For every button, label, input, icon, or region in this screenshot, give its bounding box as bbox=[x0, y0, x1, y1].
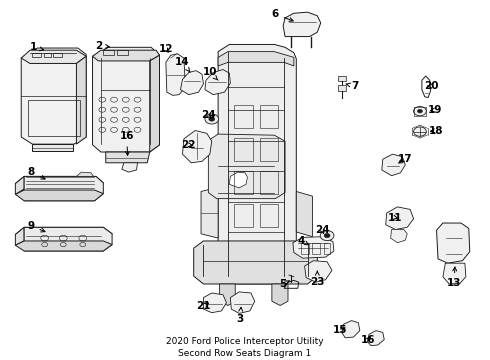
Polygon shape bbox=[122, 163, 138, 172]
Bar bbox=[103, 50, 114, 55]
Polygon shape bbox=[24, 176, 103, 201]
Text: 6: 6 bbox=[271, 9, 293, 21]
Text: 7: 7 bbox=[346, 81, 359, 91]
Polygon shape bbox=[15, 227, 24, 245]
Text: 2020 Ford Police Interceptor Utility
Second Row Seats Diagram 1: 2020 Ford Police Interceptor Utility Sec… bbox=[166, 337, 324, 357]
Bar bbox=[324, 243, 330, 253]
Polygon shape bbox=[205, 69, 230, 95]
Text: 9: 9 bbox=[27, 221, 45, 232]
Bar bbox=[338, 76, 345, 81]
Polygon shape bbox=[180, 71, 203, 95]
Polygon shape bbox=[272, 284, 288, 306]
Circle shape bbox=[320, 230, 334, 240]
Polygon shape bbox=[305, 261, 332, 282]
Polygon shape bbox=[293, 237, 334, 258]
Polygon shape bbox=[382, 154, 405, 176]
Polygon shape bbox=[391, 229, 407, 243]
Polygon shape bbox=[443, 263, 466, 284]
Bar bbox=[53, 53, 62, 57]
Text: 13: 13 bbox=[447, 267, 462, 288]
Bar bbox=[234, 138, 253, 161]
Polygon shape bbox=[229, 172, 247, 188]
Circle shape bbox=[209, 117, 215, 121]
Circle shape bbox=[414, 107, 426, 116]
Text: 16: 16 bbox=[120, 131, 134, 155]
Polygon shape bbox=[21, 50, 86, 63]
Polygon shape bbox=[15, 241, 112, 251]
Polygon shape bbox=[21, 48, 86, 144]
Bar bbox=[117, 50, 128, 55]
Polygon shape bbox=[150, 55, 159, 152]
Polygon shape bbox=[203, 293, 226, 313]
Polygon shape bbox=[32, 144, 73, 150]
Bar bbox=[32, 53, 41, 57]
Polygon shape bbox=[296, 192, 313, 237]
Polygon shape bbox=[437, 223, 470, 263]
Text: 17: 17 bbox=[398, 154, 413, 164]
Text: 2: 2 bbox=[95, 41, 109, 50]
Polygon shape bbox=[15, 176, 103, 190]
Text: 23: 23 bbox=[310, 271, 324, 287]
Polygon shape bbox=[24, 227, 112, 251]
Polygon shape bbox=[342, 320, 360, 338]
Polygon shape bbox=[194, 241, 318, 284]
Bar bbox=[313, 243, 320, 253]
Text: 18: 18 bbox=[429, 126, 444, 135]
Polygon shape bbox=[218, 44, 296, 284]
Polygon shape bbox=[283, 12, 321, 37]
Text: 1: 1 bbox=[30, 42, 44, 52]
Text: 24: 24 bbox=[315, 225, 329, 235]
Text: 10: 10 bbox=[202, 67, 218, 80]
Text: 12: 12 bbox=[159, 44, 173, 54]
Circle shape bbox=[205, 114, 219, 124]
Circle shape bbox=[417, 109, 422, 113]
Circle shape bbox=[324, 233, 330, 238]
Bar bbox=[338, 85, 345, 91]
Polygon shape bbox=[208, 134, 285, 199]
Polygon shape bbox=[15, 227, 112, 241]
Bar bbox=[260, 204, 278, 227]
Text: 4: 4 bbox=[298, 236, 309, 246]
Bar bbox=[260, 105, 278, 129]
Polygon shape bbox=[106, 152, 150, 163]
Text: 19: 19 bbox=[427, 105, 442, 115]
Bar bbox=[234, 171, 253, 194]
Bar bbox=[234, 105, 253, 129]
Bar bbox=[234, 204, 253, 227]
Polygon shape bbox=[201, 187, 218, 238]
Bar bbox=[44, 53, 50, 57]
Text: 20: 20 bbox=[424, 81, 439, 91]
Polygon shape bbox=[218, 51, 294, 66]
Text: 5: 5 bbox=[279, 279, 290, 289]
Polygon shape bbox=[15, 176, 24, 194]
Bar bbox=[260, 171, 278, 194]
Text: 8: 8 bbox=[27, 167, 45, 179]
Polygon shape bbox=[76, 172, 94, 176]
Polygon shape bbox=[220, 284, 235, 306]
Text: 24: 24 bbox=[201, 111, 216, 121]
Text: 22: 22 bbox=[182, 140, 196, 150]
Text: 16: 16 bbox=[361, 334, 375, 345]
Polygon shape bbox=[230, 292, 255, 314]
Bar bbox=[260, 138, 278, 161]
Polygon shape bbox=[386, 207, 414, 229]
Bar bbox=[27, 100, 80, 136]
Polygon shape bbox=[93, 47, 159, 152]
Bar bbox=[301, 243, 309, 253]
Text: 3: 3 bbox=[237, 307, 244, 324]
Polygon shape bbox=[76, 56, 86, 144]
Text: 21: 21 bbox=[196, 301, 211, 311]
Text: 11: 11 bbox=[388, 213, 403, 222]
Text: 14: 14 bbox=[175, 57, 190, 72]
Polygon shape bbox=[182, 131, 212, 163]
Polygon shape bbox=[166, 54, 185, 95]
Polygon shape bbox=[15, 190, 103, 201]
Polygon shape bbox=[93, 50, 159, 61]
Circle shape bbox=[414, 127, 426, 136]
Text: 15: 15 bbox=[333, 325, 347, 335]
Polygon shape bbox=[367, 330, 384, 346]
